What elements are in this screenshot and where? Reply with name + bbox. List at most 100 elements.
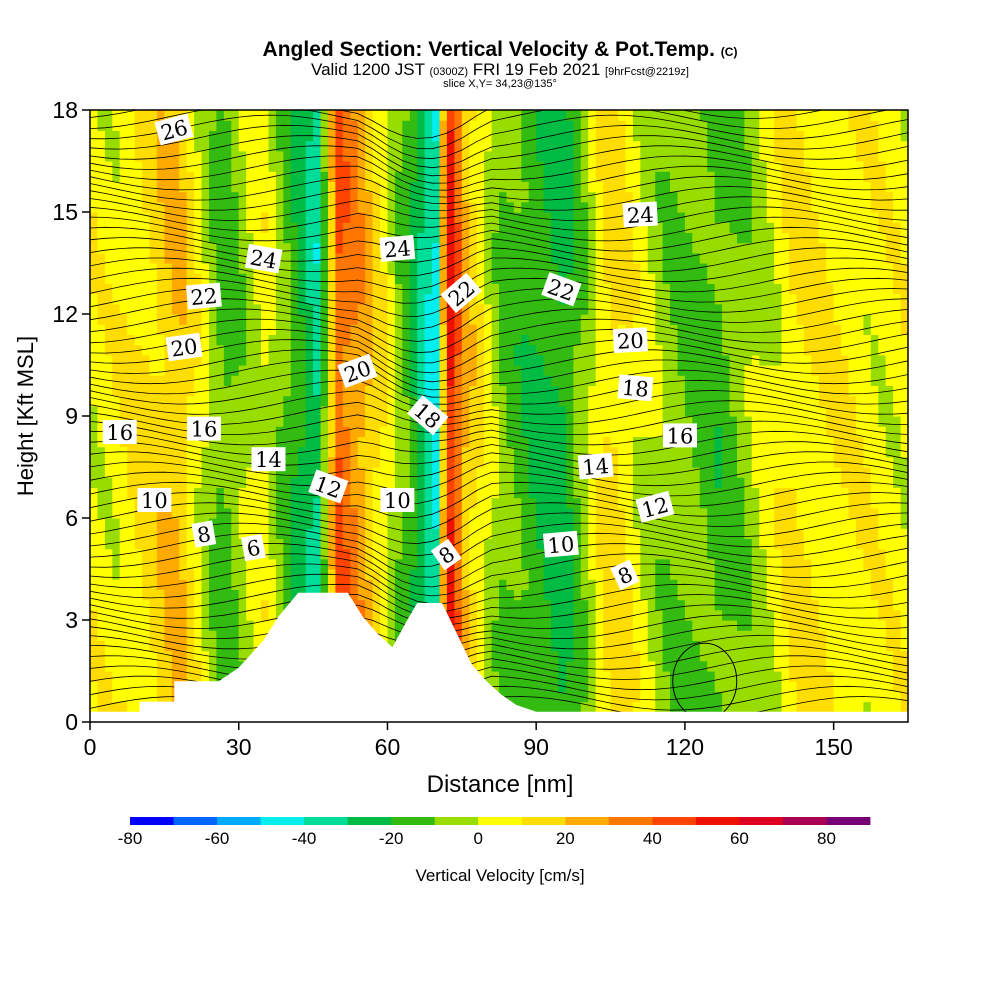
velocity-cell <box>417 354 426 366</box>
velocity-cell <box>142 548 151 560</box>
velocity-cell <box>156 609 165 621</box>
velocity-cell <box>127 314 136 325</box>
velocity-cell <box>580 681 589 692</box>
velocity-cell <box>647 681 656 692</box>
velocity-cell <box>171 283 180 295</box>
velocity-cell <box>603 273 612 284</box>
velocity-cell <box>543 130 552 142</box>
velocity-cell <box>216 242 225 254</box>
velocity-cell <box>454 334 463 346</box>
velocity-cell <box>662 222 671 233</box>
velocity-cell <box>699 242 708 254</box>
velocity-cell <box>528 456 537 468</box>
velocity-cell <box>246 110 255 121</box>
velocity-cell <box>119 691 128 703</box>
velocity-cell <box>484 150 493 162</box>
velocity-cell <box>662 446 671 458</box>
velocity-cell <box>209 518 217 529</box>
velocity-cell <box>417 242 426 254</box>
velocity-cell <box>610 191 619 203</box>
velocity-cell <box>253 120 262 131</box>
velocity-cell <box>380 569 388 580</box>
velocity-cell <box>112 283 121 295</box>
velocity-cell <box>684 324 693 335</box>
velocity-cell <box>402 456 411 468</box>
velocity-cell <box>164 191 173 203</box>
velocity-cell <box>461 385 470 397</box>
velocity-cell <box>149 354 158 366</box>
velocity-cell <box>699 344 708 356</box>
velocity-cell <box>558 140 567 152</box>
velocity-cell <box>186 324 195 335</box>
velocity-cell <box>684 120 693 131</box>
velocity-cell <box>97 691 106 703</box>
velocity-cell <box>461 599 470 611</box>
velocity-cell <box>461 538 470 550</box>
velocity-cell <box>149 446 158 458</box>
velocity-cell <box>692 110 701 121</box>
velocity-cell <box>134 191 143 203</box>
velocity-cell <box>179 242 188 254</box>
velocity-cell <box>112 579 121 590</box>
velocity-cell <box>127 528 136 539</box>
velocity-cell <box>290 436 299 448</box>
velocity-cell <box>320 120 329 131</box>
velocity-cell <box>350 538 359 550</box>
velocity-cell <box>536 650 545 662</box>
velocity-cell <box>506 518 515 529</box>
velocity-cell <box>104 181 113 193</box>
velocity-cell <box>261 518 269 529</box>
velocity-cell <box>179 518 188 529</box>
velocity-cell <box>90 252 98 264</box>
velocity-cell <box>342 222 351 233</box>
velocity-cell <box>580 477 589 488</box>
velocity-cell <box>134 303 143 315</box>
velocity-cell <box>335 222 344 233</box>
velocity-cell <box>484 609 493 621</box>
velocity-cell <box>558 589 567 601</box>
velocity-cell <box>699 650 708 662</box>
velocity-cell <box>640 171 649 182</box>
velocity-cell <box>632 467 641 478</box>
velocity-cell <box>290 171 299 182</box>
velocity-cell <box>469 497 478 509</box>
velocity-cell <box>670 640 678 652</box>
velocity-cell <box>603 426 612 437</box>
velocity-cell <box>491 140 500 152</box>
velocity-cell <box>603 191 612 203</box>
velocity-cell <box>484 191 493 203</box>
velocity-cell <box>194 671 203 682</box>
velocity-cell <box>261 334 269 346</box>
velocity-cell <box>551 477 560 488</box>
velocity-cell <box>610 252 619 264</box>
velocity-cell <box>476 538 485 550</box>
velocity-cell <box>112 640 121 652</box>
velocity-cell <box>409 477 418 488</box>
velocity-cell <box>305 446 314 458</box>
velocity-cell <box>454 201 463 213</box>
velocity-cell <box>640 140 649 152</box>
velocity-cell <box>268 150 277 162</box>
velocity-cell <box>603 487 612 499</box>
velocity-cell <box>313 273 322 284</box>
velocity-cell <box>640 538 649 550</box>
velocity-cell <box>372 497 381 509</box>
velocity-cell <box>461 354 470 366</box>
velocity-cell <box>558 691 567 703</box>
velocity-cell <box>97 569 106 580</box>
velocity-cell <box>476 263 485 274</box>
velocity-cell <box>618 130 626 142</box>
velocity-cell <box>632 405 641 417</box>
velocity-cell <box>275 222 284 233</box>
velocity-cell <box>372 110 381 121</box>
velocity-cell <box>543 110 552 121</box>
velocity-cell <box>134 252 143 264</box>
velocity-cell <box>387 314 396 325</box>
velocity-cell <box>432 110 441 121</box>
velocity-cell <box>104 191 113 203</box>
velocity-cell <box>283 283 292 295</box>
velocity-cell <box>313 395 322 407</box>
velocity-cell <box>670 477 678 488</box>
velocity-cell <box>275 426 284 437</box>
velocity-cell <box>328 191 336 203</box>
